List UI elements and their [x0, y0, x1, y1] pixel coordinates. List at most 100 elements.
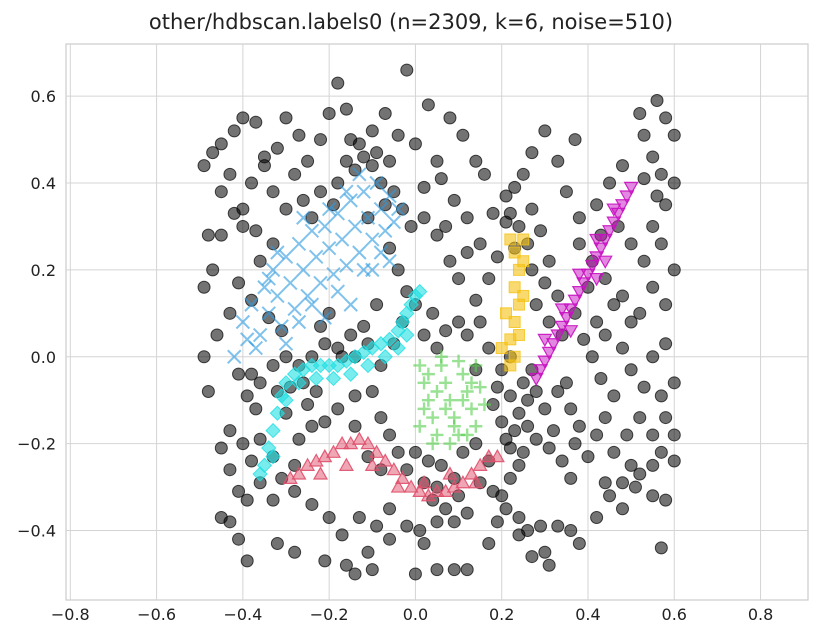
- data-point: [292, 128, 306, 142]
- data-point: [455, 474, 471, 489]
- data-point: [253, 376, 267, 390]
- data-point: [249, 115, 263, 129]
- data-point: [240, 493, 254, 507]
- data-point: [568, 133, 582, 147]
- data-point: [517, 289, 530, 302]
- data-point: [416, 474, 432, 489]
- data-point: [430, 428, 444, 442]
- data-point: [495, 489, 509, 503]
- y-tick-label: −0.2: [17, 435, 56, 454]
- data-point: [223, 424, 237, 438]
- data-point: [646, 280, 660, 294]
- x-tick-label: −0.2: [310, 605, 349, 624]
- data-point: [529, 298, 543, 312]
- data-point: [512, 329, 525, 342]
- data-point: [469, 154, 483, 168]
- data-point: [351, 431, 367, 445]
- data-point: [413, 419, 427, 433]
- data-point: [318, 415, 332, 429]
- data-point: [377, 349, 393, 365]
- data-point: [417, 402, 431, 416]
- data-point: [270, 288, 285, 304]
- data-point: [442, 466, 458, 480]
- data-point: [602, 225, 618, 239]
- data-point: [236, 111, 250, 125]
- data-point: [365, 124, 379, 138]
- data-point: [606, 203, 622, 217]
- data-point: [572, 419, 586, 433]
- data-point: [426, 437, 440, 451]
- x-tick-label: 0.8: [748, 605, 773, 624]
- data-point: [352, 167, 367, 182]
- data-point: [659, 298, 673, 312]
- data-point: [361, 545, 375, 559]
- data-point: [469, 293, 483, 307]
- data-point: [292, 432, 306, 446]
- data-point: [508, 424, 522, 438]
- data-point: [417, 537, 431, 551]
- data-point: [654, 237, 668, 251]
- data-point: [301, 398, 315, 412]
- data-point: [516, 445, 530, 459]
- data-point: [473, 380, 487, 394]
- data-point: [236, 202, 250, 216]
- data-point: [314, 319, 328, 333]
- data-point: [365, 563, 379, 577]
- data-point: [460, 563, 474, 577]
- data-point: [386, 461, 402, 476]
- data-point: [430, 228, 444, 242]
- data-point: [572, 237, 586, 251]
- data-point: [408, 567, 422, 581]
- data-point: [365, 262, 380, 278]
- data-point: [512, 528, 526, 542]
- data-point: [235, 314, 251, 330]
- data-point: [659, 337, 673, 351]
- data-point: [391, 128, 405, 142]
- data-point: [460, 385, 474, 398]
- data-point: [347, 219, 363, 234]
- data-point: [482, 272, 496, 286]
- data-point: [279, 111, 293, 125]
- data-point: [443, 437, 457, 451]
- data-point: [589, 272, 605, 287]
- data-point: [504, 359, 517, 372]
- data-point: [463, 466, 480, 480]
- data-point: [646, 150, 660, 164]
- data-point: [261, 271, 276, 286]
- data-point: [374, 411, 388, 425]
- data-point: [571, 268, 587, 282]
- data-point: [443, 254, 457, 268]
- data-point: [426, 411, 440, 425]
- data-point: [412, 483, 428, 498]
- data-point: [417, 211, 431, 225]
- data-point: [452, 354, 466, 368]
- data-point: [460, 506, 474, 520]
- data-point: [288, 545, 302, 559]
- data-point: [197, 350, 211, 364]
- data-point: [564, 471, 578, 485]
- data-point: [369, 175, 384, 191]
- data-point: [266, 493, 280, 507]
- data-point: [275, 324, 289, 338]
- data-point: [201, 385, 215, 398]
- data-point: [305, 419, 319, 433]
- data-point: [654, 167, 668, 181]
- x-tick-label: 0.2: [489, 605, 514, 624]
- data-point: [339, 154, 353, 168]
- data-point: [339, 258, 354, 273]
- data-point: [554, 303, 570, 317]
- data-point: [245, 293, 258, 307]
- data-point: [265, 262, 281, 278]
- data-point: [240, 554, 254, 568]
- data-point: [288, 167, 302, 181]
- data-point: [628, 480, 642, 494]
- data-point: [357, 150, 371, 164]
- data-point: [439, 402, 453, 416]
- data-point: [468, 474, 484, 489]
- data-point: [456, 445, 470, 459]
- data-point: [551, 519, 565, 533]
- data-point: [236, 437, 250, 451]
- data-point: [512, 219, 526, 233]
- data-point: [270, 141, 284, 155]
- data-point: [412, 283, 428, 300]
